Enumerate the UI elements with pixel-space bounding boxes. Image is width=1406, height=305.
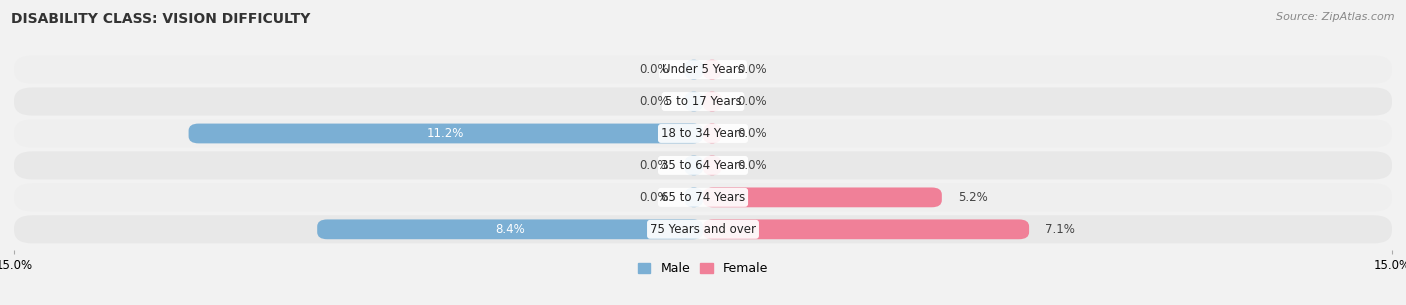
Text: DISABILITY CLASS: VISION DIFFICULTY: DISABILITY CLASS: VISION DIFFICULTY [11, 12, 311, 26]
FancyBboxPatch shape [14, 88, 1392, 116]
FancyBboxPatch shape [703, 92, 721, 111]
Text: Under 5 Years: Under 5 Years [662, 63, 744, 76]
Text: 65 to 74 Years: 65 to 74 Years [661, 191, 745, 204]
Text: 7.1%: 7.1% [1045, 223, 1076, 236]
Text: 0.0%: 0.0% [738, 127, 768, 140]
Text: 0.0%: 0.0% [638, 95, 669, 108]
Text: Source: ZipAtlas.com: Source: ZipAtlas.com [1277, 12, 1395, 22]
Text: 35 to 64 Years: 35 to 64 Years [661, 159, 745, 172]
Text: 0.0%: 0.0% [738, 63, 768, 76]
FancyBboxPatch shape [703, 156, 721, 175]
Text: 0.0%: 0.0% [738, 159, 768, 172]
Text: 0.0%: 0.0% [638, 63, 669, 76]
FancyBboxPatch shape [685, 92, 703, 111]
Text: 5 to 17 Years: 5 to 17 Years [665, 95, 741, 108]
FancyBboxPatch shape [703, 219, 1029, 239]
Text: 0.0%: 0.0% [638, 159, 669, 172]
FancyBboxPatch shape [703, 188, 942, 207]
FancyBboxPatch shape [685, 188, 703, 207]
FancyBboxPatch shape [14, 151, 1392, 179]
Text: 11.2%: 11.2% [427, 127, 464, 140]
Text: 75 Years and over: 75 Years and over [650, 223, 756, 236]
FancyBboxPatch shape [188, 124, 703, 143]
Text: 0.0%: 0.0% [638, 191, 669, 204]
Text: 5.2%: 5.2% [957, 191, 987, 204]
FancyBboxPatch shape [14, 120, 1392, 148]
FancyBboxPatch shape [14, 215, 1392, 243]
FancyBboxPatch shape [703, 60, 721, 80]
FancyBboxPatch shape [14, 183, 1392, 211]
Text: 0.0%: 0.0% [738, 95, 768, 108]
FancyBboxPatch shape [14, 56, 1392, 84]
Legend: Male, Female: Male, Female [633, 257, 773, 280]
FancyBboxPatch shape [703, 124, 721, 143]
FancyBboxPatch shape [318, 219, 703, 239]
Text: 18 to 34 Years: 18 to 34 Years [661, 127, 745, 140]
FancyBboxPatch shape [685, 156, 703, 175]
Text: 8.4%: 8.4% [495, 223, 524, 236]
FancyBboxPatch shape [685, 60, 703, 80]
